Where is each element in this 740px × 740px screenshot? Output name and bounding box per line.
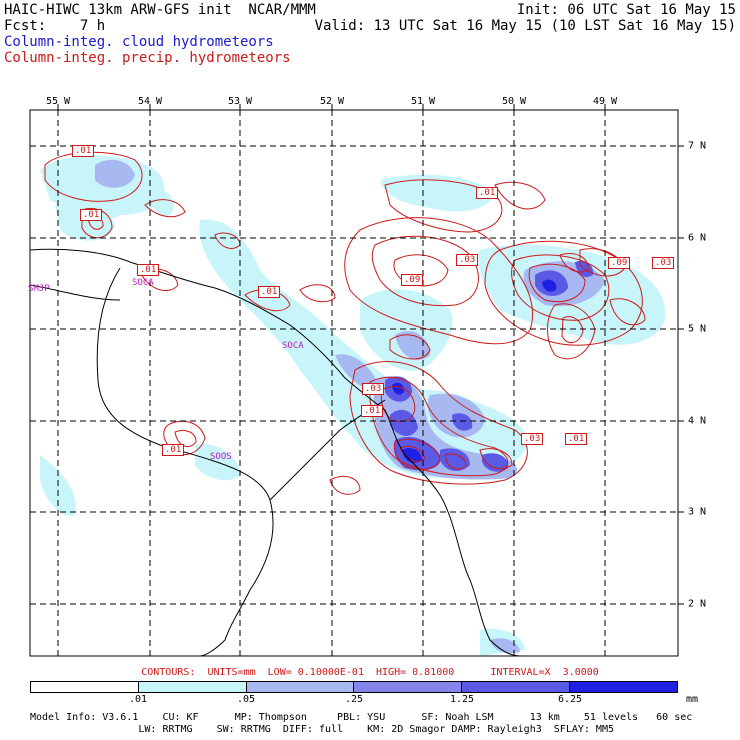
- lon-label-52w: 52 W: [319, 96, 345, 107]
- lon-label-51w: 51 W: [410, 96, 436, 107]
- contour-label: .01: [72, 145, 95, 157]
- lat-label-6n: 6 N: [688, 232, 707, 244]
- colorbar-tick: .01: [128, 694, 148, 705]
- tick-marks: [57, 104, 684, 605]
- contour-label: .03: [652, 257, 675, 269]
- contour-label: .01: [361, 405, 384, 417]
- colorbar-tick: 6.25: [557, 694, 583, 705]
- contour-label: .01: [162, 444, 185, 456]
- colorbar-swatch-1: [138, 682, 247, 692]
- init-time: Init: 06 UTC Sat 16 May 15: [516, 2, 736, 18]
- colorbar-swatch-2: [246, 682, 355, 692]
- lon-label-49w: 49 W: [592, 96, 618, 107]
- lat-label-5n: 5 N: [688, 323, 707, 335]
- model-info-line-1: Model Info: V3.6.1 CU: KF MP: Thompson P…: [30, 712, 693, 723]
- station-smjp: SMJP: [28, 284, 50, 294]
- colorbar-tick: 1.25: [449, 694, 475, 705]
- station-soos: SOOS: [210, 452, 232, 462]
- station-soca-1: SOCA: [132, 278, 154, 288]
- colorbar-tick: .05: [236, 694, 256, 705]
- lon-label-55w: 55 W: [45, 96, 71, 107]
- colorbar-swatch-3: [354, 682, 463, 692]
- station-soca-2: SOCA: [282, 341, 304, 351]
- colorbar: [30, 681, 678, 693]
- contour-label: .01: [565, 433, 588, 445]
- contour-label: .03: [362, 383, 385, 395]
- contour-label: .01: [80, 209, 103, 221]
- contour-label: .01: [137, 264, 160, 276]
- colorbar-tick: .25: [344, 694, 364, 705]
- precip-field-legend: Column-integ. precip. hydrometeors: [4, 50, 291, 66]
- lon-label-54w: 54 W: [137, 96, 163, 107]
- contour-label: .09: [401, 274, 424, 286]
- lon-label-53w: 53 W: [227, 96, 253, 107]
- valid-time: Valid: 13 UTC Sat 16 May 15 (10 LST Sat …: [314, 18, 736, 34]
- precip-contours: [44, 151, 646, 495]
- map-frame: [29, 109, 679, 657]
- graticule: [30, 110, 678, 656]
- model-info-line-2: LW: RRTMG SW: RRTMG DIFF: full KM: 2D Sm…: [30, 724, 614, 735]
- contour-info: CONTOURS: UNITS=mm LOW= 0.10000E-01 HIGH…: [141, 667, 599, 678]
- cloud-field-legend: Column-integ. cloud hydrometeors: [4, 34, 274, 50]
- contour-label: .03: [456, 254, 479, 266]
- forecast-hour: Fcst: 7 h: [4, 18, 106, 34]
- lat-label-4n: 4 N: [688, 415, 707, 427]
- cloud-shading-core: [392, 279, 557, 463]
- colorbar-swatch-0: [31, 682, 139, 692]
- lon-label-50w: 50 W: [501, 96, 527, 107]
- contour-label: .01: [476, 187, 499, 199]
- contour-label: .01: [258, 286, 281, 298]
- colorbar-swatch-5: [570, 682, 677, 692]
- colorbar-swatch-4: [462, 682, 571, 692]
- lat-label-2n: 2 N: [688, 598, 707, 610]
- contour-label: .03: [521, 433, 544, 445]
- title-line-1: HAIC-HIWC 13km ARW-GFS init NCAR/MMM: [4, 2, 316, 18]
- contour-label: .09: [608, 257, 631, 269]
- lat-label-7n: 7 N: [688, 140, 707, 152]
- lat-label-3n: 3 N: [688, 506, 707, 518]
- cloud-shading-light: [40, 155, 666, 656]
- colorbar-unit: mm: [686, 694, 699, 705]
